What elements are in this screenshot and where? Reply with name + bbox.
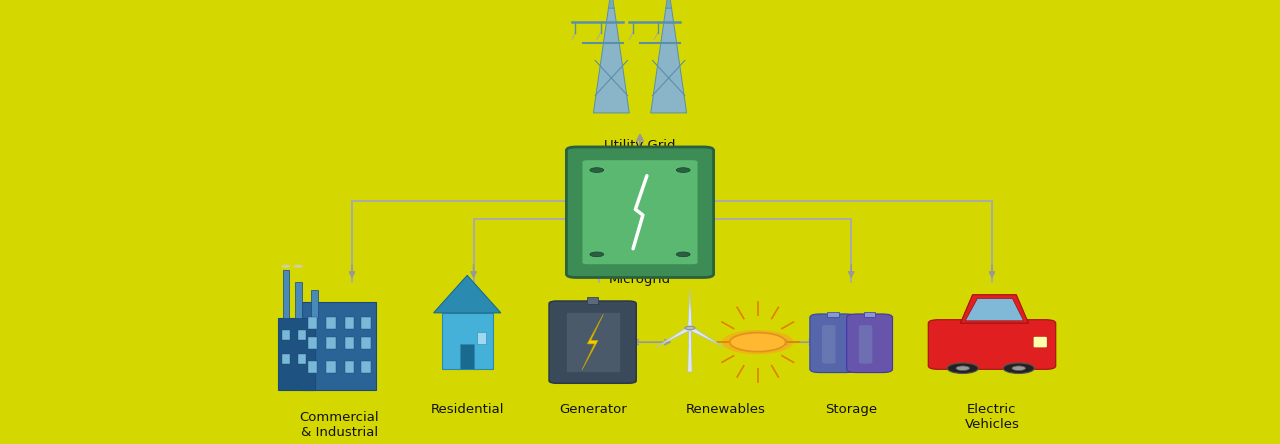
- Circle shape: [956, 366, 970, 371]
- FancyBboxPatch shape: [847, 314, 892, 373]
- Bar: [461, 344, 475, 369]
- FancyBboxPatch shape: [566, 313, 620, 372]
- Circle shape: [947, 363, 978, 373]
- Bar: [326, 317, 335, 329]
- FancyBboxPatch shape: [581, 159, 699, 265]
- Bar: [477, 332, 486, 344]
- FancyBboxPatch shape: [566, 147, 714, 278]
- Circle shape: [282, 265, 291, 268]
- Polygon shape: [655, 326, 691, 347]
- Circle shape: [1004, 363, 1034, 373]
- Bar: [311, 290, 317, 318]
- Bar: [344, 317, 355, 329]
- Circle shape: [676, 252, 690, 257]
- Bar: [326, 361, 335, 373]
- Text: Renewables: Renewables: [686, 403, 765, 416]
- Polygon shape: [965, 298, 1024, 321]
- Bar: [282, 354, 291, 364]
- FancyBboxPatch shape: [822, 325, 836, 364]
- Polygon shape: [434, 275, 500, 313]
- Polygon shape: [960, 295, 1029, 323]
- Bar: [283, 270, 289, 318]
- Circle shape: [1012, 366, 1025, 371]
- Polygon shape: [608, 0, 614, 8]
- Bar: [827, 312, 838, 317]
- Bar: [307, 337, 317, 349]
- Text: Residential: Residential: [430, 403, 504, 416]
- Polygon shape: [689, 326, 724, 347]
- Polygon shape: [687, 289, 692, 328]
- Circle shape: [685, 326, 695, 330]
- Bar: [588, 297, 598, 304]
- Bar: [361, 337, 371, 349]
- Bar: [298, 354, 306, 364]
- Bar: [326, 337, 335, 349]
- Bar: [294, 282, 302, 318]
- Circle shape: [590, 252, 604, 257]
- Bar: [307, 361, 317, 373]
- Bar: [344, 337, 355, 349]
- Bar: [361, 317, 371, 329]
- Circle shape: [722, 330, 794, 354]
- Bar: [442, 313, 493, 369]
- Polygon shape: [650, 8, 686, 113]
- Bar: [298, 330, 306, 340]
- FancyBboxPatch shape: [859, 325, 873, 364]
- FancyBboxPatch shape: [302, 302, 376, 390]
- Circle shape: [293, 265, 303, 268]
- Text: Storage: Storage: [826, 403, 877, 416]
- FancyBboxPatch shape: [810, 314, 856, 373]
- Polygon shape: [687, 328, 692, 372]
- Circle shape: [676, 168, 690, 172]
- FancyBboxPatch shape: [549, 301, 636, 383]
- Text: Utility Grid: Utility Grid: [604, 139, 676, 151]
- Bar: [361, 361, 371, 373]
- Bar: [864, 312, 876, 317]
- Bar: [282, 330, 291, 340]
- Bar: [307, 317, 317, 329]
- Polygon shape: [594, 8, 630, 113]
- Circle shape: [730, 333, 786, 352]
- Text: Commercial
& Industrial: Commercial & Industrial: [300, 412, 379, 440]
- Bar: [344, 361, 355, 373]
- FancyBboxPatch shape: [278, 318, 315, 390]
- Text: Generator: Generator: [559, 403, 626, 416]
- Polygon shape: [666, 0, 672, 8]
- FancyBboxPatch shape: [928, 320, 1056, 369]
- Text: Microgrid: Microgrid: [609, 273, 671, 286]
- FancyBboxPatch shape: [1033, 337, 1047, 348]
- Circle shape: [590, 168, 604, 172]
- Polygon shape: [582, 314, 603, 370]
- Text: Electric
Vehicles: Electric Vehicles: [965, 403, 1019, 431]
